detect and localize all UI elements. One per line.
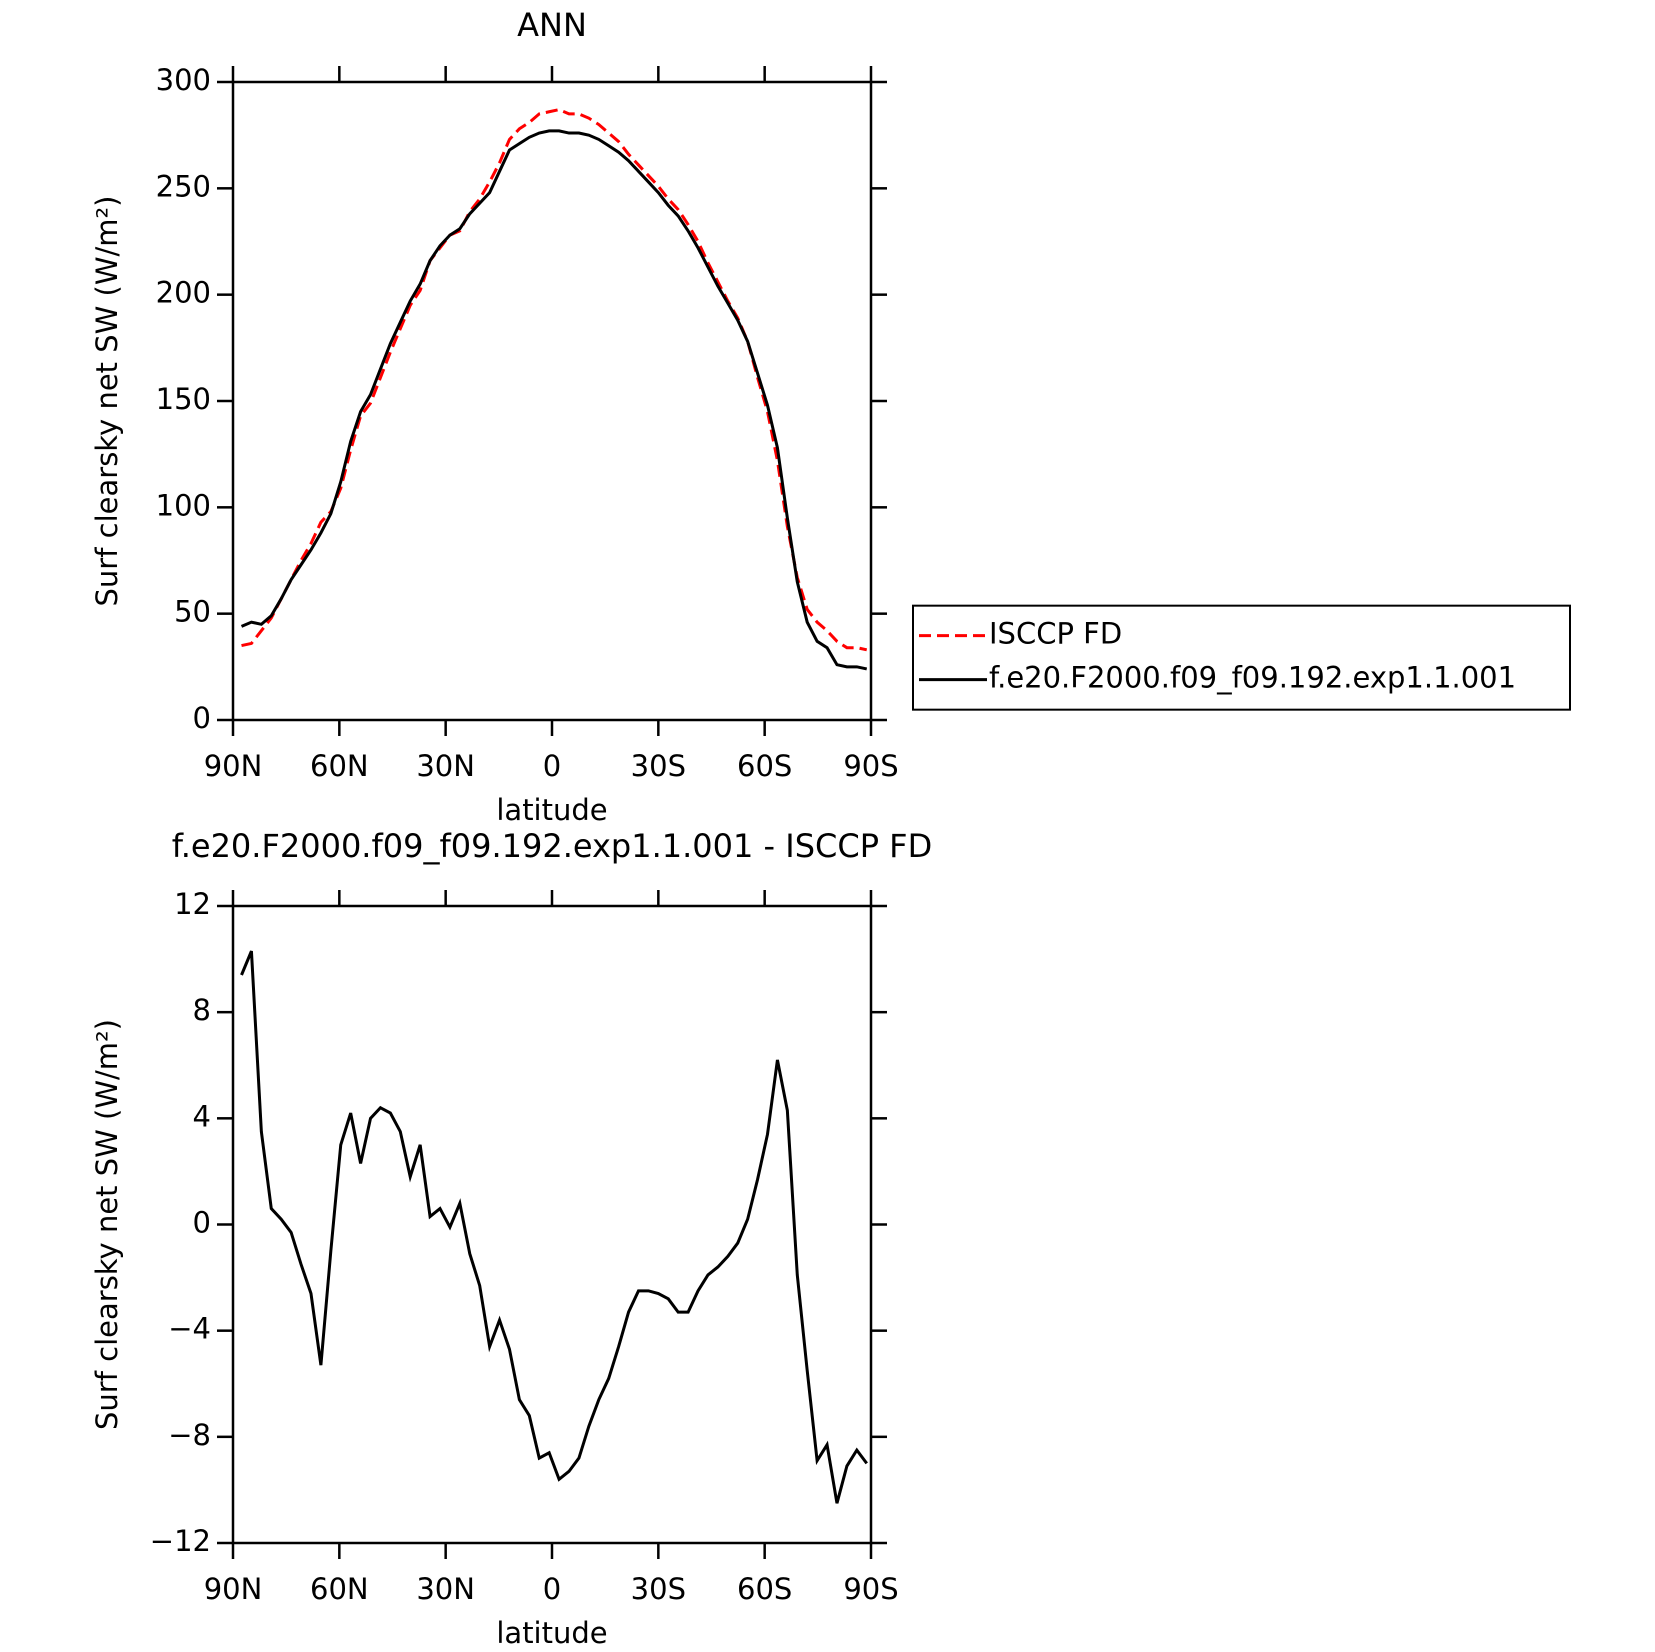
- y-tick-label: 4: [193, 1099, 211, 1133]
- x-tick-label: 30S: [631, 1572, 686, 1606]
- y-axis-label: Surf clearsky net SW (W/m²): [90, 1019, 124, 1430]
- y-tick-label: 250: [156, 169, 211, 203]
- y-tick-label: −4: [168, 1312, 211, 1346]
- x-tick-label: 90S: [843, 1572, 898, 1606]
- x-tick-label: 90N: [204, 749, 263, 783]
- x-tick-label: 30S: [631, 749, 686, 783]
- y-tick-label: 150: [156, 382, 211, 416]
- plot-frame: [231, 80, 873, 722]
- x-tick-label: 60N: [310, 1572, 369, 1606]
- legend-label: ISCCP FD: [989, 617, 1122, 651]
- x-tick-label: 0: [543, 749, 561, 783]
- y-tick-label: 0: [193, 701, 211, 735]
- x-tick-label: 60N: [310, 749, 369, 783]
- x-tick-label: 0: [543, 1572, 561, 1606]
- data-line: [240, 129, 868, 671]
- x-tick-label: 30N: [416, 749, 475, 783]
- x-axis-label: latitude: [496, 793, 607, 827]
- y-tick-label: 8: [193, 993, 211, 1027]
- legend-box: [912, 604, 1571, 711]
- y-tick-label: −12: [150, 1524, 211, 1558]
- x-tick-label: 90N: [204, 1572, 263, 1606]
- y-tick-label: 300: [156, 63, 211, 97]
- y-tick-label: 200: [156, 276, 211, 310]
- x-axis-label: latitude: [496, 1616, 607, 1650]
- y-axis-label: Surf clearsky net SW (W/m²): [90, 196, 124, 607]
- y-tick-label: 12: [174, 887, 211, 921]
- x-tick-label: 30N: [416, 1572, 475, 1606]
- chart-title: ANN: [517, 6, 587, 44]
- y-tick-label: 0: [193, 1206, 211, 1240]
- x-tick-label: 60S: [737, 749, 792, 783]
- x-tick-label: 90S: [843, 749, 898, 783]
- y-tick-label: 50: [174, 595, 211, 629]
- data-line: [240, 950, 868, 1504]
- plot-frame: [231, 904, 873, 1545]
- x-tick-label: 60S: [737, 1572, 792, 1606]
- y-tick-label: −8: [168, 1418, 211, 1452]
- chart-title: f.e20.F2000.f09_f09.192.exp1.1.001 - ISC…: [172, 827, 932, 865]
- y-tick-label: 100: [156, 488, 211, 522]
- legend-label: f.e20.F2000.f09_f09.192.exp1.1.001: [989, 661, 1516, 695]
- data-line: [241, 108, 868, 652]
